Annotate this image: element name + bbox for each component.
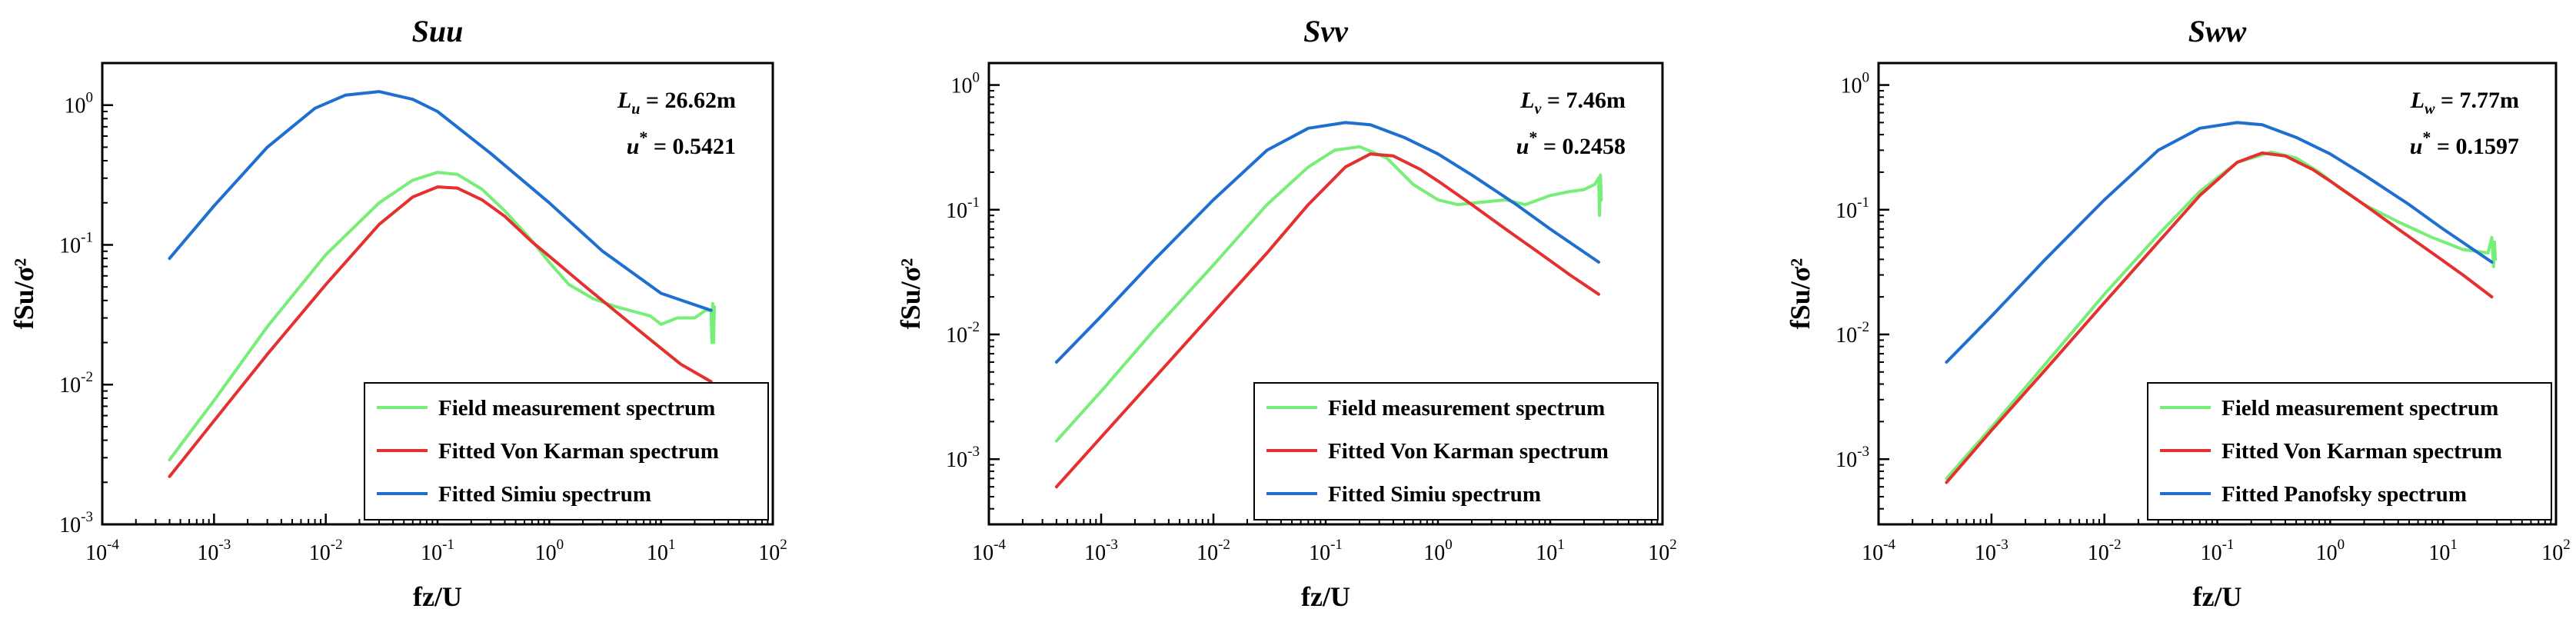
series-line [168, 185, 713, 478]
legend-label: Fitted Simiu spectrum [438, 482, 651, 507]
x-tick-label: 10-2 [309, 537, 343, 565]
legend-label: Fitted Simiu spectrum [1328, 482, 1541, 507]
x-axis-label: fz/U [1301, 581, 1350, 612]
x-tick-label: 101 [647, 537, 676, 565]
legend-box [364, 382, 769, 521]
y-tick-label: 100 [65, 90, 94, 118]
y-axis-label: fSu/σ² [895, 258, 926, 329]
legend-label: Field measurement spectrum [1328, 396, 1605, 421]
series-line [1945, 151, 2494, 484]
y-tick-label: 10-2 [946, 319, 980, 348]
chart-title: Sww [2188, 14, 2247, 48]
series-line [1054, 152, 1600, 489]
x-tick-label: 10-1 [421, 537, 454, 565]
x-tick-label: 10-3 [1975, 537, 2009, 565]
y-tick-label: 10-3 [59, 509, 93, 537]
legend: Field measurement spectrum Fitted Von Kar… [1253, 382, 1659, 521]
y-tick-label: 10-2 [1835, 319, 1869, 348]
legend-label: Field measurement spectrum [2222, 396, 2498, 421]
annotation: Lu = 26.62m [617, 88, 736, 118]
x-tick-label: 101 [1536, 537, 1565, 565]
x-tick-label: 100 [2316, 537, 2345, 565]
legend-label: Fitted Von Karman spectrum [438, 439, 719, 464]
y-tick-label: 100 [1841, 70, 1870, 98]
x-tick-label: 10-2 [2088, 537, 2122, 565]
y-tick-label: 10-1 [59, 229, 93, 258]
x-tick-label: 10-4 [85, 537, 119, 565]
panel-sww: Sww 10-4 10-3 10-2 10-1 100 101 102 10-3 10-2 10-1… [1785, 14, 2571, 612]
annotation: u* = 0.5421 [627, 128, 736, 159]
y-tick-label: 10-3 [1835, 444, 1869, 472]
y-axis-label: fSu/σ² [8, 258, 39, 329]
x-tick-label: 100 [535, 537, 564, 565]
annotation: u* = 0.2458 [1516, 128, 1626, 159]
legend-box [2147, 382, 2552, 521]
legend-label: Fitted Von Karman spectrum [2222, 439, 2502, 464]
series-line [168, 90, 713, 312]
x-tick-label: 100 [1423, 537, 1453, 565]
x-tick-label: 10-4 [1862, 537, 1895, 565]
legend-label: Fitted Von Karman spectrum [1328, 439, 1609, 464]
y-tick-label: 10-1 [946, 195, 980, 223]
x-axis-label: fz/U [2193, 581, 2242, 612]
legend: Field measurement spectrum Fitted Von Kar… [2147, 382, 2552, 521]
series-line [1945, 121, 2494, 364]
x-tick-label: 10-1 [2201, 537, 2235, 565]
series-group [1054, 121, 1603, 489]
x-tick-label: 10-2 [1196, 537, 1230, 565]
x-tick-label: 102 [2541, 537, 2571, 565]
x-tick-label: 101 [2428, 537, 2458, 565]
chart-title: Svv [1303, 14, 1349, 48]
annotation: u* = 0.1597 [2410, 128, 2519, 159]
legend-label: Field measurement spectrum [438, 396, 715, 421]
legend: Field measurement spectrum Fitted Von Kar… [364, 382, 769, 521]
x-tick-label: 10-3 [1084, 537, 1118, 565]
x-tick-label: 10-3 [197, 537, 231, 565]
x-axis-label: fz/U [413, 581, 462, 612]
annotation: Lw = 7.77m [2410, 88, 2519, 118]
legend-box [1253, 382, 1659, 521]
y-tick-label: 10-1 [1835, 195, 1869, 223]
y-axis-label: fSu/σ² [1785, 258, 1816, 329]
series-group [1945, 121, 2498, 484]
x-tick-label: 10-4 [972, 537, 1006, 565]
panel-svv: Svv 10-4 10-3 10-2 10-1 100 101 102 10-3 10-2 10-1… [895, 14, 1677, 612]
y-tick-label: 100 [951, 70, 980, 98]
legend-label: Fitted Panofsky spectrum [2222, 482, 2467, 507]
y-tick-label: 10-3 [946, 444, 980, 472]
chart-title: Suu [412, 14, 464, 48]
series-line [1054, 145, 1603, 443]
annotation: Lv = 7.46m [1519, 88, 1626, 118]
x-tick-label: 102 [758, 537, 787, 565]
x-tick-label: 10-1 [1309, 537, 1343, 565]
y-tick-label: 10-2 [59, 369, 93, 397]
x-tick-label: 102 [1648, 537, 1677, 565]
series-line [1054, 121, 1600, 364]
series-group [168, 90, 716, 478]
